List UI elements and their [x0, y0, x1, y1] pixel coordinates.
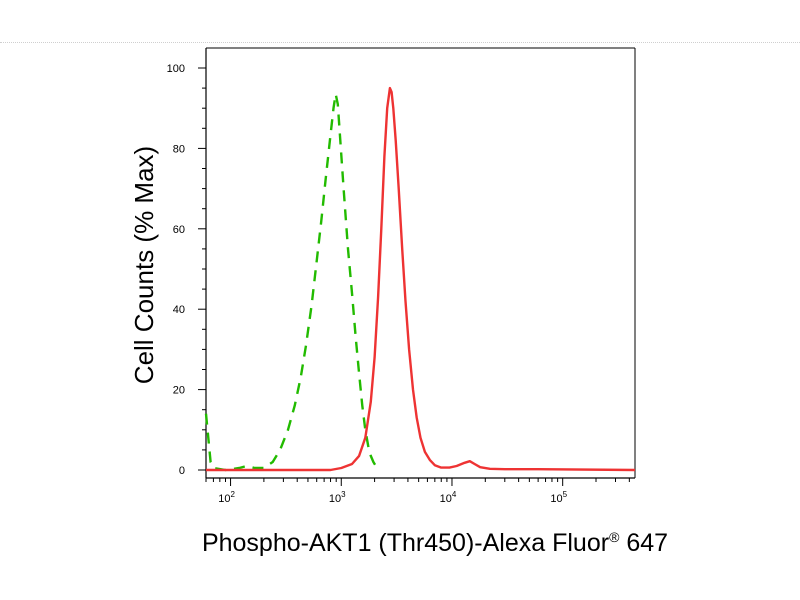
x-axis-title-main: Phospho-AKT1 (Thr450)-Alexa Fluor — [202, 529, 609, 557]
x-tick-label: 102 — [218, 490, 235, 505]
y-tick-label: 40 — [173, 304, 185, 316]
y-tick-label: 60 — [173, 224, 185, 236]
plot-frame — [205, 47, 636, 479]
series-group — [204, 86, 636, 472]
control-histogram-line — [204, 92, 381, 472]
registered-mark: ® — [609, 529, 620, 545]
x-tick-label: 105 — [550, 490, 567, 505]
top-dotted-rule — [0, 42, 800, 43]
y-axis: 0 20 40 60 80 100 — [167, 63, 206, 477]
y-tick-label: 20 — [173, 385, 185, 397]
y-tick-label: 0 — [179, 465, 185, 477]
x-axis-title: Phospho-AKT1 (Thr450)-Alexa Fluor® 647 — [202, 529, 668, 557]
x-tick-label: 104 — [440, 490, 457, 505]
x-axis: 102 103 104 105 — [205, 478, 630, 505]
y-axis-title: Cell Counts (% Max) — [129, 146, 159, 384]
x-axis-title-suffix: 647 — [619, 529, 668, 557]
y-tick-label: 80 — [173, 143, 185, 155]
x-tick-label: 103 — [329, 490, 346, 505]
sample-histogram-line — [206, 86, 636, 472]
y-tick-label: 100 — [167, 63, 185, 75]
